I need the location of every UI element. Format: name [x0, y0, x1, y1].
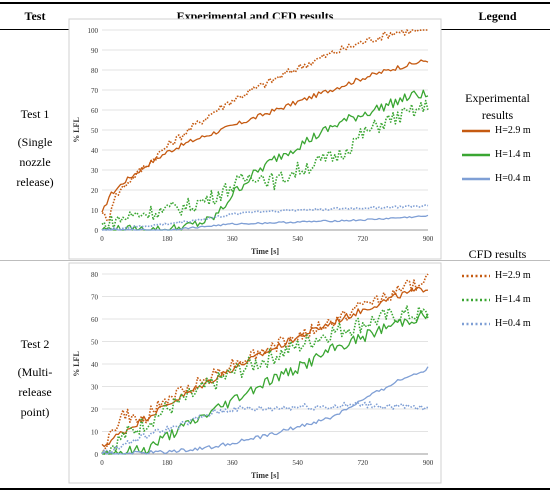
y-tick-label: 60	[91, 316, 99, 324]
legend-cfd-title: CFD results	[468, 247, 527, 261]
test-1-desc-3: release)	[16, 175, 54, 189]
y-tick-label: 70	[91, 294, 99, 302]
cfd-legend-label: H=0.4 m	[495, 318, 531, 329]
x-tick-label: 900	[423, 235, 434, 243]
x-tick-label: 360	[227, 459, 238, 467]
series-line	[101, 59, 429, 213]
chart-frame	[68, 262, 442, 484]
header-test: Test	[24, 9, 46, 23]
series-line	[101, 366, 429, 455]
series-line	[101, 214, 429, 231]
x-axis-label: Time [s]	[251, 247, 279, 256]
y-tick-label: 80	[91, 67, 99, 75]
cfd-legend-swatch	[462, 298, 490, 302]
legend-experimental-title-2: results	[481, 108, 514, 122]
x-tick-label: 180	[162, 235, 173, 243]
legend-experimental-title: Experimental results	[445, 90, 550, 124]
y-tick-label: 30	[91, 384, 99, 392]
experimental-legend-swatch	[462, 177, 490, 181]
x-tick-label: 0	[100, 459, 104, 467]
y-tick-label: 40	[91, 147, 99, 155]
x-tick-label: 900	[423, 459, 434, 467]
experimental-legend-label: H=0.4 m	[495, 173, 531, 184]
x-tick-label: 720	[358, 459, 369, 467]
cfd-legend-swatch	[462, 322, 490, 326]
x-tick-label: 540	[292, 459, 303, 467]
y-tick-label: 10	[91, 429, 99, 437]
table-bottom-rule	[0, 488, 550, 490]
experimental-legend-swatch	[462, 129, 490, 133]
test-2-desc-2: release	[18, 385, 52, 399]
series-line	[101, 29, 428, 222]
test-2-name: Test 2	[20, 337, 50, 351]
y-tick-label: 50	[91, 127, 99, 135]
test-1-desc-1: (Single	[17, 135, 53, 149]
test-1-desc-2: nozzle	[19, 155, 51, 169]
series-line	[101, 305, 429, 455]
row-divider	[0, 260, 550, 261]
series-line	[101, 286, 429, 448]
experimental-legend-label: H=2.9 m	[495, 125, 531, 136]
test-2-desc-1: (Multi-	[17, 365, 53, 379]
chart-test-2: 0 10 20 30 40 50 60 70 80 0 180 360 540 720 900 Time [s…	[68, 262, 442, 484]
test-2-label: Test 2 (Multi- release point)	[0, 334, 70, 422]
y-tick-label: 90	[91, 47, 99, 55]
x-tick-label: 180	[162, 459, 173, 467]
table-top-rule	[0, 2, 550, 4]
cfd-legend-swatch	[462, 274, 490, 278]
y-tick-label: 70	[91, 87, 99, 95]
y-tick-label: 50	[91, 339, 99, 347]
y-axis-label: % LFL	[72, 351, 81, 377]
chart-frame	[68, 18, 442, 260]
y-tick-label: 30	[91, 167, 99, 175]
experimental-legend-swatch	[462, 153, 490, 157]
series-line	[101, 89, 429, 231]
y-tick-label: 100	[88, 27, 99, 35]
y-tick-label: 0	[95, 451, 99, 459]
x-tick-label: 0	[100, 235, 104, 243]
y-tick-label: 10	[91, 207, 99, 215]
y-tick-label: 20	[91, 406, 99, 414]
cfd-legend-label: H=2.9 m	[495, 270, 531, 281]
x-tick-label: 360	[227, 235, 238, 243]
cfd-legend-label: H=1.4 m	[495, 294, 531, 305]
x-tick-label: 540	[292, 235, 303, 243]
y-tick-label: 80	[91, 271, 99, 279]
series-line	[101, 99, 429, 231]
y-tick-label: 40	[91, 361, 99, 369]
header-legend: Legend	[478, 9, 517, 23]
y-tick-label: 20	[91, 187, 99, 195]
series-line	[101, 204, 429, 231]
test-1-name: Test 1	[20, 107, 50, 121]
series-line	[102, 310, 429, 455]
y-tick-label: 60	[91, 107, 99, 115]
test-2-desc-3: point)	[20, 405, 50, 419]
experimental-legend-label: H=1.4 m	[495, 149, 531, 160]
y-axis-label: % LFL	[72, 117, 81, 143]
x-tick-label: 720	[358, 235, 369, 243]
legend-experimental-title-1: Experimental	[465, 91, 530, 105]
y-tick-label: 0	[95, 227, 99, 235]
series-line	[101, 273, 429, 455]
test-1-label: Test 1 (Single nozzle release)	[0, 104, 70, 192]
chart-test-1: 0 10 20 30 40 50 60 70 80 90 100 0 180 360 540 720 900 Ti…	[68, 18, 442, 260]
x-axis-label: Time [s]	[251, 471, 279, 480]
